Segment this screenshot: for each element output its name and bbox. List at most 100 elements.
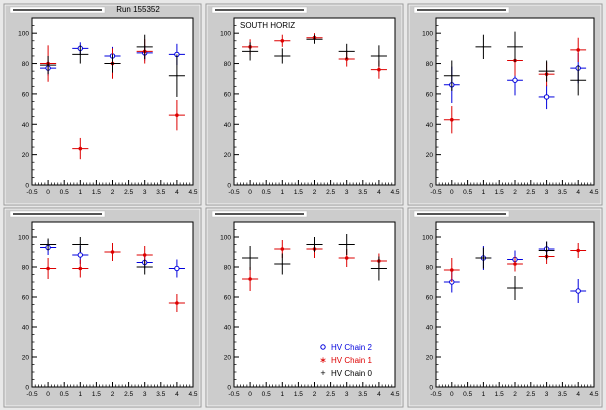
x-tick-label: 1 (482, 189, 486, 196)
y-tick-label: 20 (224, 152, 232, 159)
x-tick-label: 3.5 (358, 391, 367, 398)
x-tick-label: 3.5 (358, 189, 367, 196)
data-point-marker (111, 62, 114, 65)
x-tick-label: -0.5 (26, 189, 38, 196)
y-tick-label: 60 (224, 91, 232, 98)
data-point-marker (47, 243, 49, 246)
x-tick-label: 2 (313, 189, 317, 196)
pad-bevel (408, 4, 602, 205)
y-tick-label: 60 (22, 91, 30, 98)
y-tick-label: 40 (22, 325, 30, 332)
data-point-marker (79, 243, 81, 246)
data-point-marker (378, 55, 380, 57)
pad-title-text-block (215, 9, 304, 11)
data-point-marker (77, 252, 84, 258)
x-tick-label: 1.5 (92, 189, 101, 196)
x-tick-label: 0.5 (463, 391, 472, 398)
y-tick-label: 20 (224, 355, 232, 362)
x-tick-label: 1 (482, 391, 486, 398)
pad-bevel (206, 4, 403, 205)
x-tick-label: 3 (143, 189, 147, 196)
x-tick-label: 0 (46, 189, 50, 196)
data-point-marker (175, 301, 179, 305)
y-tick-label: 100 (422, 31, 433, 38)
x-tick-label: 3 (545, 391, 549, 398)
pad-title-text-block (215, 213, 304, 215)
run-label: Run 155352 (116, 5, 160, 14)
x-tick-label: 0.5 (60, 189, 69, 196)
data-point-marker (47, 64, 49, 66)
data-point-marker (313, 38, 316, 40)
y-tick-label: 20 (426, 152, 434, 159)
x-tick-label: 4.5 (390, 391, 399, 398)
data-point-marker (451, 75, 453, 77)
data-point-marker (280, 247, 285, 251)
y-tick-label: 100 (18, 31, 29, 38)
y-tick-label: 80 (22, 265, 30, 272)
data-point-marker (249, 50, 251, 52)
x-tick-label: 4 (175, 189, 179, 196)
y-tick-label: 0 (429, 385, 433, 392)
y-tick-label: 40 (426, 325, 434, 332)
plot-annotation: SOUTH HORIZ (240, 21, 295, 30)
data-point-marker (377, 67, 381, 72)
x-tick-label: 1.5 (495, 391, 504, 398)
data-point-marker (142, 253, 147, 257)
x-tick-label: 1.5 (294, 189, 303, 196)
data-point-marker (450, 117, 454, 122)
pad-title-text-block (13, 213, 102, 215)
y-tick-label: 40 (224, 122, 232, 129)
y-tick-label: 100 (220, 31, 231, 38)
y-tick-label: 20 (426, 355, 434, 362)
x-tick-label: -0.5 (430, 189, 442, 196)
x-tick-label: 4 (377, 189, 381, 196)
x-tick-label: 2.5 (526, 391, 535, 398)
y-tick-label: 20 (22, 355, 30, 362)
x-tick-label: 2 (313, 391, 317, 398)
x-tick-label: -0.5 (430, 391, 442, 398)
x-tick-label: 4.5 (589, 391, 598, 398)
data-point-marker (176, 75, 178, 77)
data-point-marker (46, 266, 50, 271)
x-tick-label: 0 (450, 391, 454, 398)
x-tick-label: 0 (46, 391, 50, 398)
plot-frame (233, 17, 396, 186)
x-tick-label: 4 (377, 391, 381, 398)
data-point-marker (546, 70, 548, 72)
pad-bevel (4, 4, 201, 205)
x-tick-label: 3.5 (156, 189, 165, 196)
x-tick-label: 0 (450, 189, 454, 196)
data-point-marker (346, 243, 348, 246)
data-point-marker (546, 249, 548, 252)
data-point-marker (313, 243, 316, 246)
x-tick-label: 1 (280, 189, 284, 196)
x-tick-label: 1.5 (294, 391, 303, 398)
x-tick-label: 0.5 (60, 391, 69, 398)
x-tick-label: 1.5 (92, 391, 101, 398)
y-tick-label: 80 (224, 265, 232, 272)
pad-title-text-block (13, 9, 102, 11)
x-tick-label: 3 (143, 391, 147, 398)
x-tick-label: 2.5 (124, 189, 133, 196)
data-point-marker (346, 50, 348, 52)
x-tick-label: 0.5 (262, 189, 271, 196)
data-point-marker (513, 262, 517, 266)
data-point-marker (281, 263, 283, 265)
x-tick-label: 4 (576, 189, 580, 196)
data-point-marker (175, 113, 179, 117)
data-point-marker (248, 277, 252, 281)
data-point-marker (79, 53, 81, 56)
x-tick-label: 4 (576, 391, 580, 398)
data-point-marker (110, 250, 115, 254)
x-tick-label: 1 (280, 391, 284, 398)
x-tick-label: 2 (111, 391, 115, 398)
x-tick-label: 0.5 (262, 391, 271, 398)
y-tick-label: 20 (22, 152, 30, 159)
data-point-marker (514, 46, 516, 48)
x-tick-label: 0 (248, 189, 252, 196)
y-tick-label: 100 (220, 235, 231, 242)
data-point-marker (576, 48, 580, 52)
legend-marker-star: ∗ (319, 355, 327, 365)
